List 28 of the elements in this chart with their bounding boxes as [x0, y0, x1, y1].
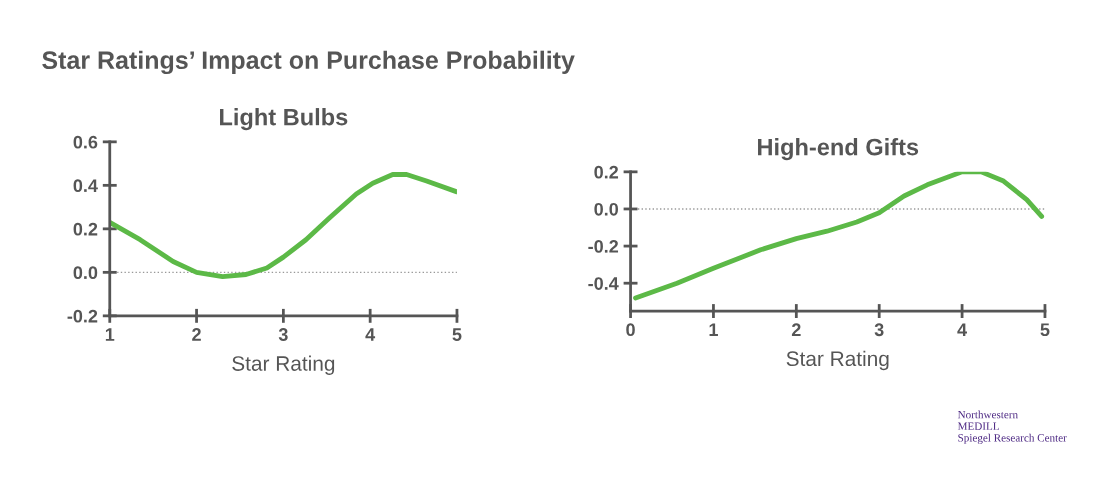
text: Northwestern MEDILL Spiegel Research Center: [957, 410, 1067, 444]
x-tick-label: 0: [626, 323, 635, 337]
x-tick-label: 3: [874, 323, 884, 337]
y-tick-label: -0.2: [588, 240, 619, 253]
x-axis-title: Star Rating: [232, 355, 335, 376]
y-tick-label: -0.2: [67, 309, 98, 323]
line-series: [109, 172, 457, 280]
x-tick-label: 2: [791, 323, 801, 336]
x-tick-label: 4: [957, 323, 967, 336]
x-tick-label: 5: [452, 328, 462, 341]
text: Star Ratings’ Impact on Purchase Probability: [42, 50, 575, 75]
line-series: [633, 171, 1045, 301]
y-tick-label: -0.4: [588, 277, 619, 290]
x-tick-label: 2: [192, 328, 201, 341]
x-tick-label: 1: [105, 328, 115, 341]
y-tick-label: 0.6: [73, 135, 98, 149]
y-tick-label: 0.2: [73, 222, 98, 236]
x-tick-label: 1: [709, 323, 718, 336]
x-tick-label: 5: [1040, 323, 1050, 337]
x-tick-label: 4: [365, 328, 376, 341]
chart-title: Light Bulbs: [220, 108, 348, 131]
y-tick-label: 0.4: [73, 179, 98, 193]
x-tick-label: 3: [278, 328, 288, 341]
x-axis-title: Star Rating: [786, 350, 889, 371]
y-tick-label: 0.2: [594, 165, 619, 179]
y-tick-label: 0.0: [73, 266, 98, 280]
chart-title: High-end Gifts: [758, 138, 919, 161]
y-tick-label: 0.0: [594, 202, 619, 216]
